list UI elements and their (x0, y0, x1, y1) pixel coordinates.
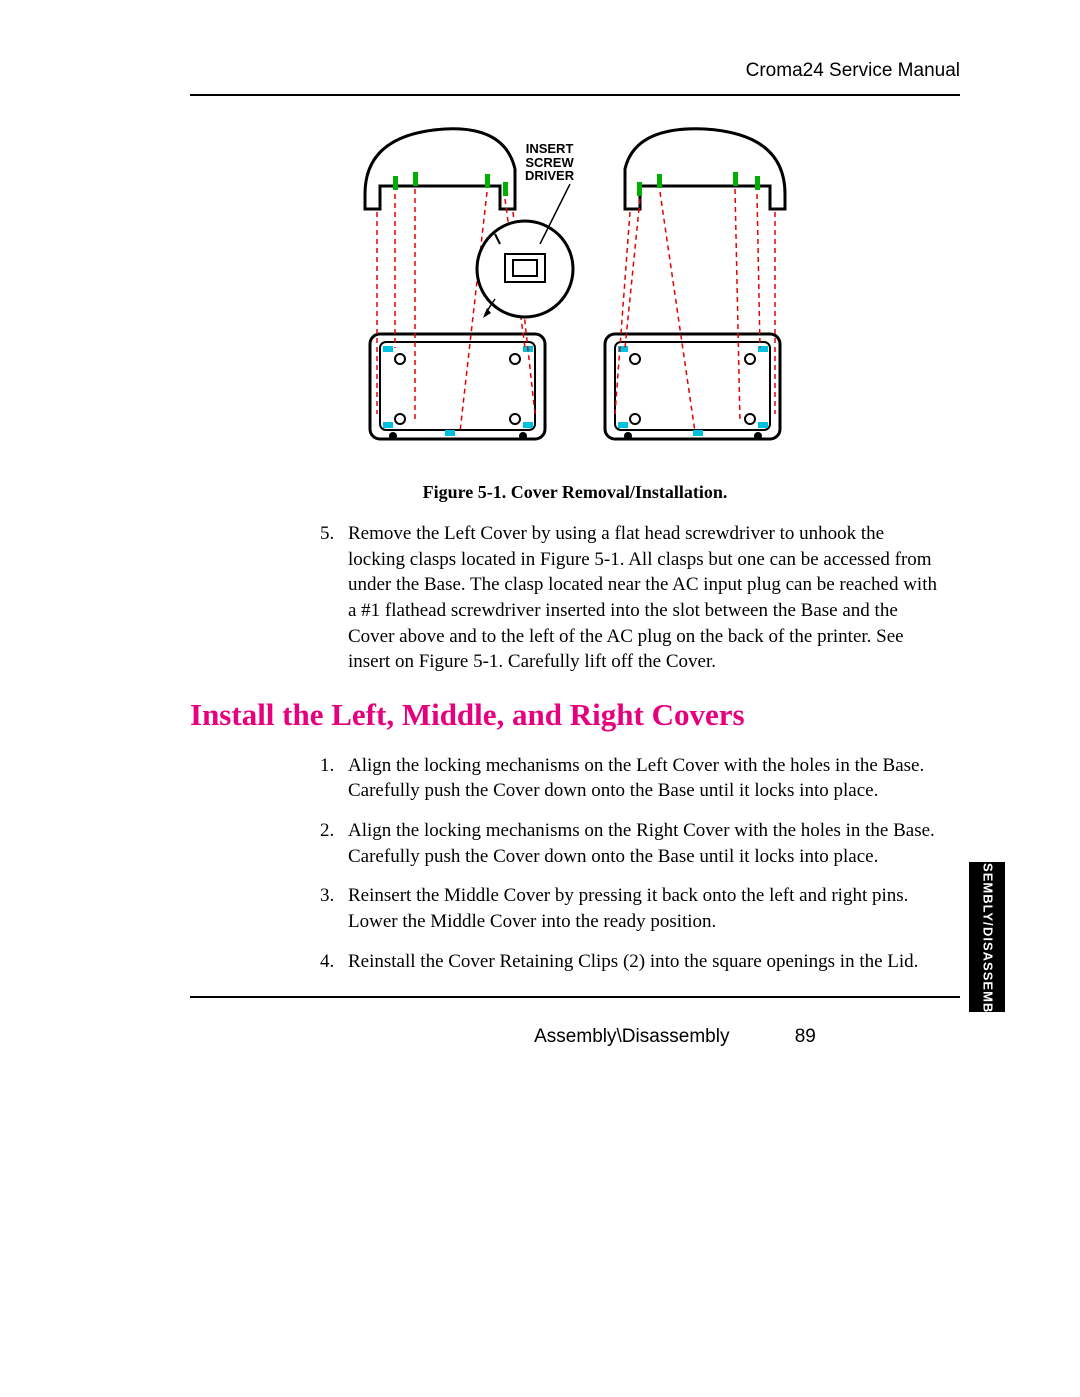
step-text: Reinstall the Cover Retaining Clips (2) … (348, 949, 940, 975)
step-number: 4. (320, 949, 348, 975)
insert-screwdriver-label: INSERT SCREW DRIVER (525, 142, 574, 183)
list-item: 4. Reinstall the Cover Retaining Clips (… (320, 949, 940, 975)
tab-line2: DISASSEMBLY (980, 927, 995, 1031)
step-text: Reinsert the Middle Cover by pressing it… (348, 883, 940, 934)
list-item: 5. Remove the Left Cover by using a flat… (320, 521, 940, 675)
list-item: 1. Align the locking mechanisms on the L… (320, 753, 940, 804)
step-number: 1. (320, 753, 348, 804)
figure-diagram: INSERT SCREW DRIVER (345, 114, 805, 464)
step-text: Align the locking mechanisms on the Left… (348, 753, 940, 804)
page-header: Croma24 Service Manual (190, 60, 960, 82)
header-rule (190, 94, 960, 96)
footer-section: Assembly\Disassembly (534, 1026, 729, 1047)
page-footer: Assembly\Disassembly 89 (190, 1026, 960, 1048)
step-number: 3. (320, 883, 348, 934)
page-number: 89 (795, 1026, 816, 1047)
footer-rule (190, 996, 960, 998)
step-number: 2. (320, 818, 348, 869)
list-item: 2. Align the locking mechanisms on the R… (320, 818, 940, 869)
manual-title: Croma24 Service Manual (746, 60, 960, 81)
section-heading: Install the Left, Middle, and Right Cove… (190, 697, 960, 733)
step-number: 5. (320, 521, 348, 675)
step-text: Remove the Left Cover by using a flat he… (348, 521, 940, 675)
figure-caption: Figure 5-1. Cover Removal/Installation. (190, 482, 960, 503)
tab-line1: ASSEMBLY/ (980, 843, 995, 927)
section-tab: ASSEMBLY/ DISASSEMBLY (969, 862, 1005, 1012)
remove-steps: 5. Remove the Left Cover by using a flat… (320, 521, 940, 675)
step-text: Align the locking mechanisms on the Righ… (348, 818, 940, 869)
install-steps: 1. Align the locking mechanisms on the L… (320, 753, 940, 974)
list-item: 3. Reinsert the Middle Cover by pressing… (320, 883, 940, 934)
